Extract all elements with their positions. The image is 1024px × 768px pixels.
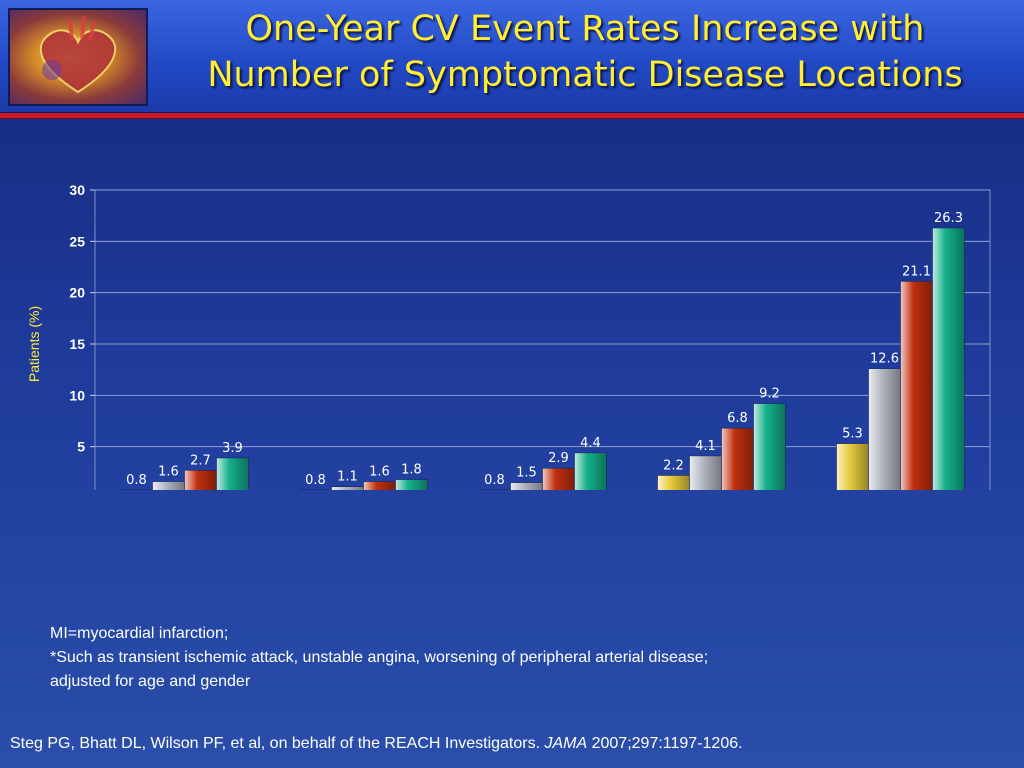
y-tick-label: 15 [69,336,85,352]
data-label: 2.2 [663,458,684,473]
bar [900,281,933,490]
citation: Steg PG, Bhatt DL, Wilson PF, et al, on … [10,733,743,755]
footnote-1: MI=myocardial infarction; [50,625,229,642]
title-line-1: One-Year CV Event Rates Increase with [245,9,925,49]
data-label: 26.3 [934,211,963,226]
data-label: 6.8 [727,411,748,426]
data-label: 0.8 [126,473,147,488]
y-tick-label: 25 [69,233,85,249]
heart-icon [39,15,117,94]
data-label: 0.8 [484,473,505,488]
bar [216,457,249,490]
y-tick-label: 30 [69,182,85,198]
grouped-bar-chart: 051015202530Patients (%)0.80.80.82.25.31… [26,182,991,490]
bar [836,443,869,490]
heart-artwork-logo [8,8,148,106]
citation-journal: JAMA [544,735,588,752]
bar [331,486,364,490]
slide-title: One-Year CV Event Rates Increase with Nu… [150,6,1020,98]
y-tick-label: 20 [69,285,85,301]
footnote-2: *Such as transient ischemic attack, unst… [50,649,709,666]
bar [753,403,786,490]
citation-authors: Steg PG, Bhatt DL, Wilson PF, et al, on … [10,735,541,752]
y-tick-label: 5 [77,439,85,455]
bar [721,427,754,490]
bar [574,452,607,490]
data-label: 4.1 [695,439,716,454]
data-label: 2.7 [190,453,211,468]
data-label: 0.8 [305,473,326,488]
data-label: 1.8 [401,463,422,478]
data-label: 1.1 [337,470,358,485]
citation-volume: 2007;297:1197-1206. [591,735,743,752]
bar [184,469,217,490]
data-label: 21.1 [902,264,931,279]
data-label: 5.3 [842,427,863,442]
data-label: 2.9 [548,451,569,466]
data-label: 1.6 [369,465,390,480]
footnote-3: adjusted for age and gender [50,673,251,690]
bar [510,482,543,490]
header-divider [0,113,1024,119]
bar [657,475,690,490]
title-line-2: Number of Symptomatic Disease Locations [207,55,963,95]
y-tick-label: 10 [69,387,85,403]
data-label: 12.6 [870,352,899,367]
data-label: 9.2 [759,387,780,402]
y-axis-label: Patients (%) [26,306,42,382]
bar [363,481,396,490]
bar [542,467,575,490]
data-label: 4.4 [580,436,601,451]
bar [868,368,901,490]
footnotes: MI=myocardial infarction; *Such as trans… [50,622,708,694]
bar [689,455,722,490]
data-label: 3.9 [222,441,243,456]
bar [932,227,965,490]
bar [152,481,185,490]
bar [395,479,428,490]
data-label: 1.5 [516,466,537,481]
data-label: 1.6 [158,465,179,480]
title-bar: One-Year CV Event Rates Increase with Nu… [0,0,1024,114]
